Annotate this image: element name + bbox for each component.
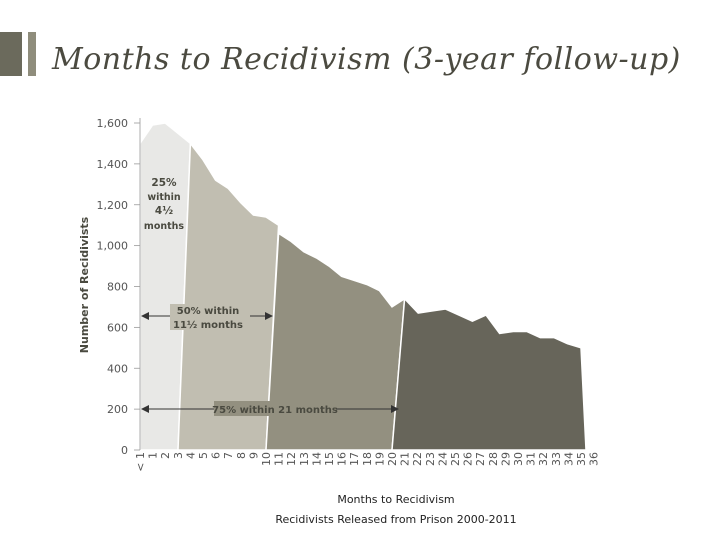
y-tick-label: 800 [107, 281, 128, 294]
x-tick-label: 6 [210, 452, 223, 459]
x-tick-label: < 1 [134, 452, 147, 472]
x-tick-label: 18 [361, 452, 374, 466]
x-tick-label: 2 [159, 452, 172, 459]
y-tick-label: 1,200 [97, 199, 129, 212]
chart-caption-line1: Months to Recidivism [337, 493, 454, 506]
x-tick-label: 36 [588, 452, 601, 466]
x-tick-label: 5 [197, 452, 210, 459]
annotation-50-line1: 50% within [177, 306, 240, 317]
y-axis-label: Number of Recidivists [78, 216, 91, 353]
x-tick-label: 26 [462, 452, 475, 466]
x-tick-label: 30 [512, 452, 525, 466]
y-tick-label: 1,400 [97, 158, 129, 171]
x-tick-label: 32 [537, 452, 550, 466]
x-tick-label: 31 [525, 452, 538, 466]
annotation-25-percent: 25% within 4½ months [144, 177, 184, 232]
x-tick-label: 21 [399, 452, 412, 466]
area-band-third-quarter [265, 232, 406, 451]
page-title: Months to Recidivism (3-year follow-up) [52, 42, 681, 77]
x-tick-label: 8 [235, 452, 248, 459]
x-tick-label: 13 [298, 452, 311, 466]
x-tick-label: 15 [323, 452, 336, 466]
annotation-50-line2: 11½ months [173, 320, 243, 331]
y-tick-label: 600 [107, 321, 128, 334]
x-tick-label: 10 [260, 452, 273, 466]
x-tick-label: 24 [436, 452, 449, 466]
y-tick-label: 1,600 [97, 117, 129, 130]
x-tick-label: 12 [285, 452, 298, 466]
x-tick-label: 3 [172, 452, 185, 459]
annotation-25-line1: 25% [151, 177, 177, 189]
x-tick-label: 22 [411, 452, 424, 466]
annotation-50-percent: 50% within 11½ months [141, 304, 273, 331]
x-tick-label: 33 [550, 452, 563, 466]
x-tick-label: 28 [487, 452, 500, 466]
x-tick-label: 20 [386, 452, 399, 466]
x-tick-label: 11 [273, 452, 286, 466]
x-tick-label: 27 [474, 452, 487, 466]
area-band-fourth-quarter [391, 297, 587, 451]
annotation-75-percent: 75% within 21 months [141, 401, 399, 416]
x-tick-label: 16 [336, 452, 349, 466]
y-tick-label: 400 [107, 362, 128, 375]
x-tick-label: 17 [348, 452, 361, 466]
x-tick-label: 14 [310, 452, 323, 466]
y-tick-label: 1,000 [97, 240, 129, 253]
x-tick-label: 35 [575, 452, 588, 466]
title-accent-stripe [28, 32, 36, 76]
x-tick-label: 25 [449, 452, 462, 466]
title-accent-block [0, 32, 22, 76]
annotation-25-line3: 4½ [155, 205, 173, 217]
annotation-25-line2: within [147, 192, 181, 203]
chart-caption-line2: Recidivists Released from Prison 2000-20… [275, 513, 516, 526]
annotation-25-line4: months [144, 221, 184, 232]
x-tick-label: 4 [184, 452, 197, 459]
y-tick-label: 0 [121, 444, 128, 457]
y-tick-label: 200 [107, 403, 128, 416]
x-tick-label: 29 [499, 452, 512, 466]
x-tick-label: 7 [222, 452, 235, 459]
x-tick-label: 9 [247, 452, 260, 459]
annotation-75-label: 75% within 21 months [212, 405, 338, 416]
x-tick-label: 23 [424, 452, 437, 466]
x-tick-label: 34 [562, 452, 575, 466]
x-tick-label: 1 [147, 452, 160, 459]
x-tick-label: 19 [373, 452, 386, 466]
